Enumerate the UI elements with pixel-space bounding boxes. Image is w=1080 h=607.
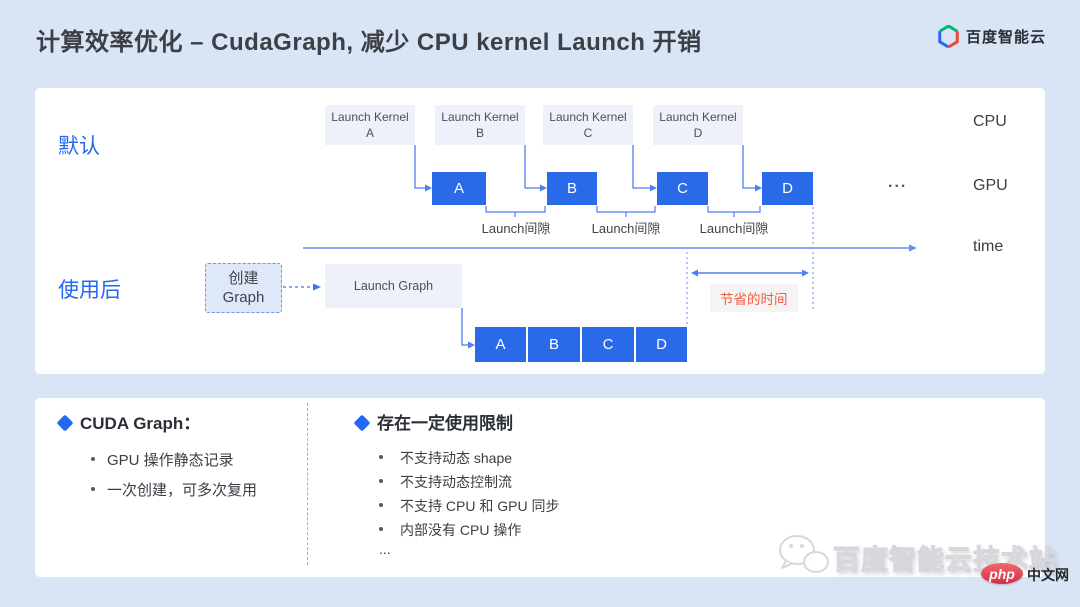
launch-kernel-box-c: Launch Kernel C (543, 105, 633, 145)
php-site-name: 中文网 (1027, 567, 1069, 583)
page-title: 计算效率优化 – CudaGraph, 减少 CPU kernel Launch… (36, 29, 702, 56)
note-item: 不支持 CPU 和 GPU 同步 (400, 498, 560, 514)
note-item-ellipsis: ... (379, 541, 391, 557)
launch-kernel-label: Launch Kernel (441, 109, 519, 124)
bullet-dot-icon (379, 455, 383, 459)
gpu-kernel-d: D (762, 172, 813, 205)
graph-kernel-c: C (582, 327, 634, 362)
graph-kernel-b: B (528, 327, 580, 362)
launch-kernel-label: Launch Kernel (659, 109, 737, 124)
launch-kernel-box-a: Launch Kernel A (325, 105, 415, 145)
saved-time-arrowhead-left (691, 269, 698, 277)
more-kernels-ellipsis: ... (888, 174, 908, 191)
launch-kernel-box-b: Launch Kernel B (435, 105, 525, 145)
bullet-dot-icon (91, 487, 95, 491)
saved-time-arrowhead-right (802, 269, 809, 277)
bullet-dot-icon (379, 527, 383, 531)
notes-right-title: 存在一定使用限制 (377, 414, 513, 433)
bullet-dot-icon (91, 457, 95, 461)
label-after-use: 使用后 (58, 279, 121, 302)
watermark-text: 百度智能云技术站 (833, 545, 1057, 576)
bullet-dot-icon (379, 503, 383, 507)
launch-kernel-letter: A (365, 126, 374, 140)
gpu-kernel-c: C (657, 172, 708, 205)
axis-label-gpu: GPU (973, 177, 1008, 194)
launch-graph-arrowhead (468, 341, 475, 349)
bullet-dot-icon (379, 479, 383, 483)
launch-kernel-box-d: Launch Kernel D (653, 105, 743, 145)
note-item: 一次创建，可多次复用 (107, 482, 258, 499)
launch-gap-label: Launch间隙 (699, 221, 769, 236)
note-item: 不支持动态 shape (400, 450, 513, 466)
graph-kernel-a: A (475, 327, 526, 362)
diamond-bullet-icon (353, 414, 371, 432)
diamond-bullet-icon (56, 414, 74, 432)
launch-kernel-letter: C (583, 126, 593, 140)
create-graph-box: 创建 Graph (205, 263, 282, 313)
launch-graph-box: Launch Graph (325, 264, 462, 308)
launch-gap-label: Launch间隙 (591, 221, 661, 236)
php-site-logo: php (981, 563, 1023, 584)
launch-kernel-label: Launch Kernel (549, 109, 627, 124)
notes-left-title: CUDA Graph： (80, 414, 201, 433)
baidu-cloud-logo-text: 百度智能云 (965, 29, 1046, 46)
saved-time-badge: 节省的时间 (710, 284, 798, 312)
baidu-cloud-logo-icon (938, 25, 959, 48)
gpu-kernel-b: B (547, 172, 597, 205)
dashed-divider (307, 403, 308, 565)
launch-graph-connector (461, 308, 468, 346)
note-item: GPU 操作静态记录 (107, 452, 234, 469)
note-item: 内部没有 CPU 操作 (400, 522, 522, 538)
diagram-panel: 默认 使用后 Launch Kernel A Launch Kernel B L… (35, 88, 1045, 374)
create-to-launch-arrowhead (313, 283, 321, 291)
axis-label-cpu: CPU (973, 113, 1007, 130)
axis-label-time: time (973, 238, 1004, 255)
notes-panel: CUDA Graph： GPU 操作静态记录 一次创建，可多次复用 存在一定使用… (35, 398, 1045, 577)
graph-kernel-d: D (636, 327, 687, 362)
gpu-kernel-a: A (432, 172, 486, 205)
gap-brackets (485, 206, 761, 217)
launch-kernel-letter: B (475, 126, 484, 140)
launch-kernel-letter: D (693, 126, 703, 140)
note-item: 不支持动态控制流 (400, 474, 512, 490)
baidu-cloud-logo: 百度智能云 (938, 25, 1046, 48)
launch-kernel-label: Launch Kernel (331, 109, 409, 124)
create-graph-label: Graph (222, 289, 265, 306)
wechat-icon (779, 535, 829, 573)
launch-gap-label: Launch间隙 (481, 221, 551, 236)
time-axis-arrowhead (909, 244, 917, 252)
label-default: 默认 (58, 135, 100, 158)
create-graph-label: 创建 (228, 269, 259, 287)
